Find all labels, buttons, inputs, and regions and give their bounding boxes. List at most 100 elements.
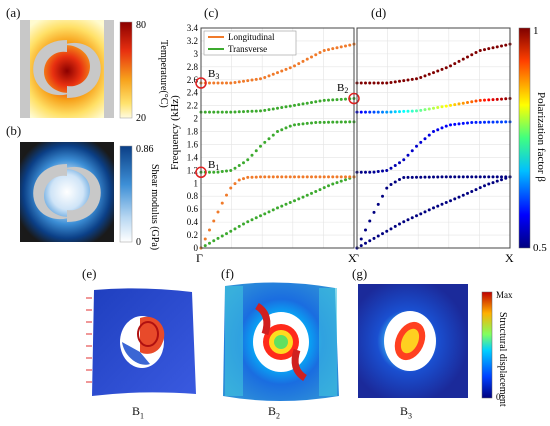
- band-point: [402, 175, 406, 179]
- band-point: [263, 140, 267, 144]
- band-point: [500, 175, 503, 179]
- band-point: [339, 175, 343, 179]
- displacement-colorbar: [481, 291, 493, 399]
- band-point: [242, 161, 245, 165]
- band-point: [372, 170, 376, 174]
- band-point: [376, 234, 380, 238]
- label-b2: B2: [337, 82, 348, 95]
- panel-b-shear-modulus-map: 0.86 0 Shear modulus (GPa): [20, 142, 160, 250]
- band-point: [410, 77, 414, 81]
- band-point: [259, 175, 262, 179]
- band-point: [318, 50, 322, 54]
- band-point: [344, 178, 347, 182]
- band-point: [359, 81, 363, 85]
- band-point: [242, 110, 245, 114]
- band-point: [478, 48, 482, 52]
- band-point: [284, 126, 288, 130]
- band-point: [474, 120, 478, 124]
- band-point: [339, 120, 343, 124]
- band-point: [385, 81, 389, 85]
- chart-c-xtick-x: X: [348, 251, 357, 265]
- band-point: [225, 169, 228, 173]
- band-point: [495, 45, 499, 49]
- band-point: [225, 232, 228, 236]
- band-point: [436, 106, 440, 110]
- band-point: [208, 228, 211, 232]
- band-point: [220, 234, 224, 238]
- band-point: [427, 107, 431, 111]
- band-point: [288, 66, 292, 70]
- band-point: [389, 166, 393, 170]
- band-point: [436, 175, 440, 179]
- panel-a-temperature-map: 80 20 Temperature(°C): [20, 20, 169, 124]
- band-point: [348, 120, 352, 124]
- band-point: [444, 175, 448, 179]
- band-point: [203, 110, 207, 114]
- chart-c-frame: [200, 27, 355, 249]
- band-point: [402, 158, 406, 162]
- band-point: [376, 202, 380, 206]
- panel-label-e: (e): [82, 266, 97, 281]
- band-point: [267, 137, 271, 141]
- band-point: [237, 164, 241, 167]
- band-point: [495, 175, 499, 179]
- band-point: [453, 122, 457, 126]
- band-point: [389, 110, 393, 114]
- y-tick-label: 1: [194, 178, 199, 188]
- band-point: [212, 170, 216, 174]
- band-point: [376, 81, 380, 85]
- band-point: [368, 110, 372, 114]
- band-point: [500, 178, 503, 182]
- band-point: [381, 194, 384, 198]
- band-point: [288, 200, 292, 204]
- band-point: [470, 100, 474, 104]
- band-point: [359, 237, 363, 241]
- band-point: [364, 81, 367, 85]
- panel-g-mode-b3: Max 0 Structural displacement: [358, 284, 513, 407]
- band-point: [402, 109, 406, 113]
- band-point: [466, 121, 469, 125]
- band-point: [372, 210, 376, 214]
- band-point: [364, 241, 367, 245]
- band-point: [457, 59, 461, 63]
- bottom-label-g: B3: [400, 404, 413, 421]
- band-point: [406, 78, 410, 82]
- band-point: [483, 120, 486, 124]
- band-point: [444, 104, 448, 108]
- band-point: [491, 46, 495, 50]
- band-point: [470, 175, 474, 179]
- temperature-colorbar: [119, 21, 133, 119]
- band-point: [335, 98, 339, 102]
- band-point: [440, 105, 444, 109]
- panel-label-f: (f): [221, 266, 234, 281]
- band-point: [457, 102, 461, 106]
- band-point: [415, 109, 418, 113]
- band-point: [305, 121, 309, 125]
- band-point: [376, 110, 380, 114]
- band-point: [364, 228, 367, 232]
- band-point: [385, 168, 389, 172]
- band-point: [203, 244, 207, 248]
- band-point: [331, 47, 335, 51]
- band-point: [444, 200, 448, 204]
- panel-f-mode-b2: [223, 282, 339, 401]
- band-point: [331, 182, 335, 186]
- band-point: [259, 144, 262, 148]
- band-point: [389, 183, 393, 187]
- chart-d-grid: [357, 27, 510, 249]
- band-point: [305, 175, 309, 179]
- band-point: [415, 175, 418, 179]
- band-point: [237, 178, 241, 182]
- band-point: [212, 110, 216, 114]
- band-point: [271, 208, 275, 212]
- band-point: [225, 110, 228, 114]
- band-point: [504, 43, 508, 47]
- band-point: [229, 186, 233, 190]
- band-point: [280, 204, 284, 208]
- band-point: [318, 99, 322, 103]
- band-point: [453, 197, 457, 201]
- band-point: [339, 179, 343, 183]
- y-tick-label: 2.6: [187, 75, 199, 85]
- band-point: [310, 55, 313, 59]
- band-point: [449, 123, 452, 127]
